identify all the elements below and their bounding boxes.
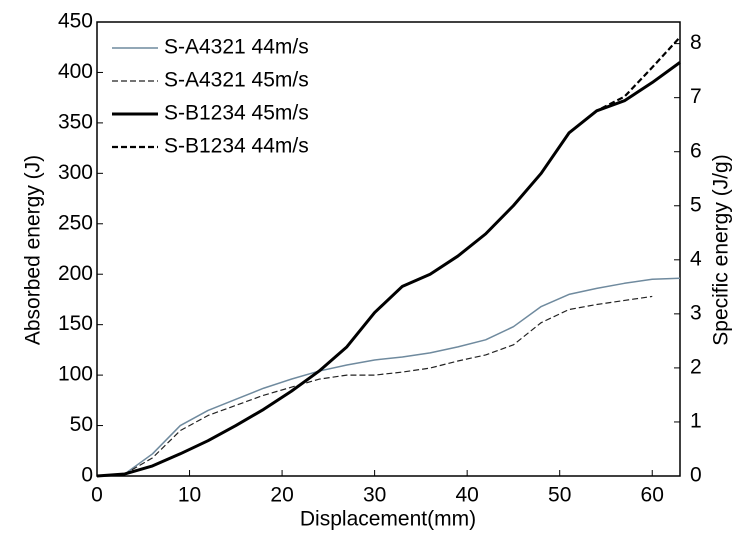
y-tick-label: 0: [81, 464, 93, 487]
y2-tick-label: 8: [690, 31, 702, 54]
y-tick-label: 250: [58, 211, 93, 234]
legend-label: S-B1234 45m/s: [164, 102, 309, 125]
y2-tick-label: 5: [690, 193, 702, 216]
legend-label: S-B1234 44m/s: [164, 135, 309, 158]
x-tick-label: 0: [91, 484, 103, 507]
y-axis-label: Absorbed energy (J): [22, 155, 45, 345]
plot-frame: [96, 21, 681, 477]
y-tick-label: 350: [58, 110, 93, 133]
y2-tick-label: 7: [690, 85, 702, 108]
y-tick-label: 50: [70, 413, 93, 436]
data-line: [96, 277, 681, 477]
y2-tick-label: 2: [690, 355, 702, 378]
x-tick-label: 30: [363, 484, 386, 507]
x-tick-label: 20: [270, 484, 293, 507]
y-tick-label: 150: [58, 312, 93, 335]
y2-tick-label: 3: [690, 301, 702, 324]
x-tick-label: 10: [178, 484, 201, 507]
data-line: [96, 295, 653, 477]
data-line: [96, 36, 681, 478]
x-tick-label: 50: [548, 484, 571, 507]
x-tick-label: 60: [641, 484, 664, 507]
legend-label: S-A4321 45m/s: [164, 69, 309, 92]
y2-tick-label: 6: [690, 139, 702, 162]
y-tick-label: 400: [58, 60, 93, 83]
y-tick-label: 450: [58, 10, 93, 33]
y-tick-label: 100: [58, 363, 93, 386]
y2-axis-label: Specific energy (J/g): [710, 154, 733, 345]
x-axis-label: Displacement(mm): [300, 508, 476, 531]
y-tick-label: 200: [58, 262, 93, 285]
legend-label: S-A4321 44m/s: [164, 36, 309, 59]
y2-tick-label: 0: [690, 464, 702, 487]
y-tick-label: 300: [58, 161, 93, 184]
y2-tick-label: 4: [690, 247, 702, 270]
y2-tick-label: 1: [690, 409, 702, 432]
x-tick-label: 40: [455, 484, 478, 507]
